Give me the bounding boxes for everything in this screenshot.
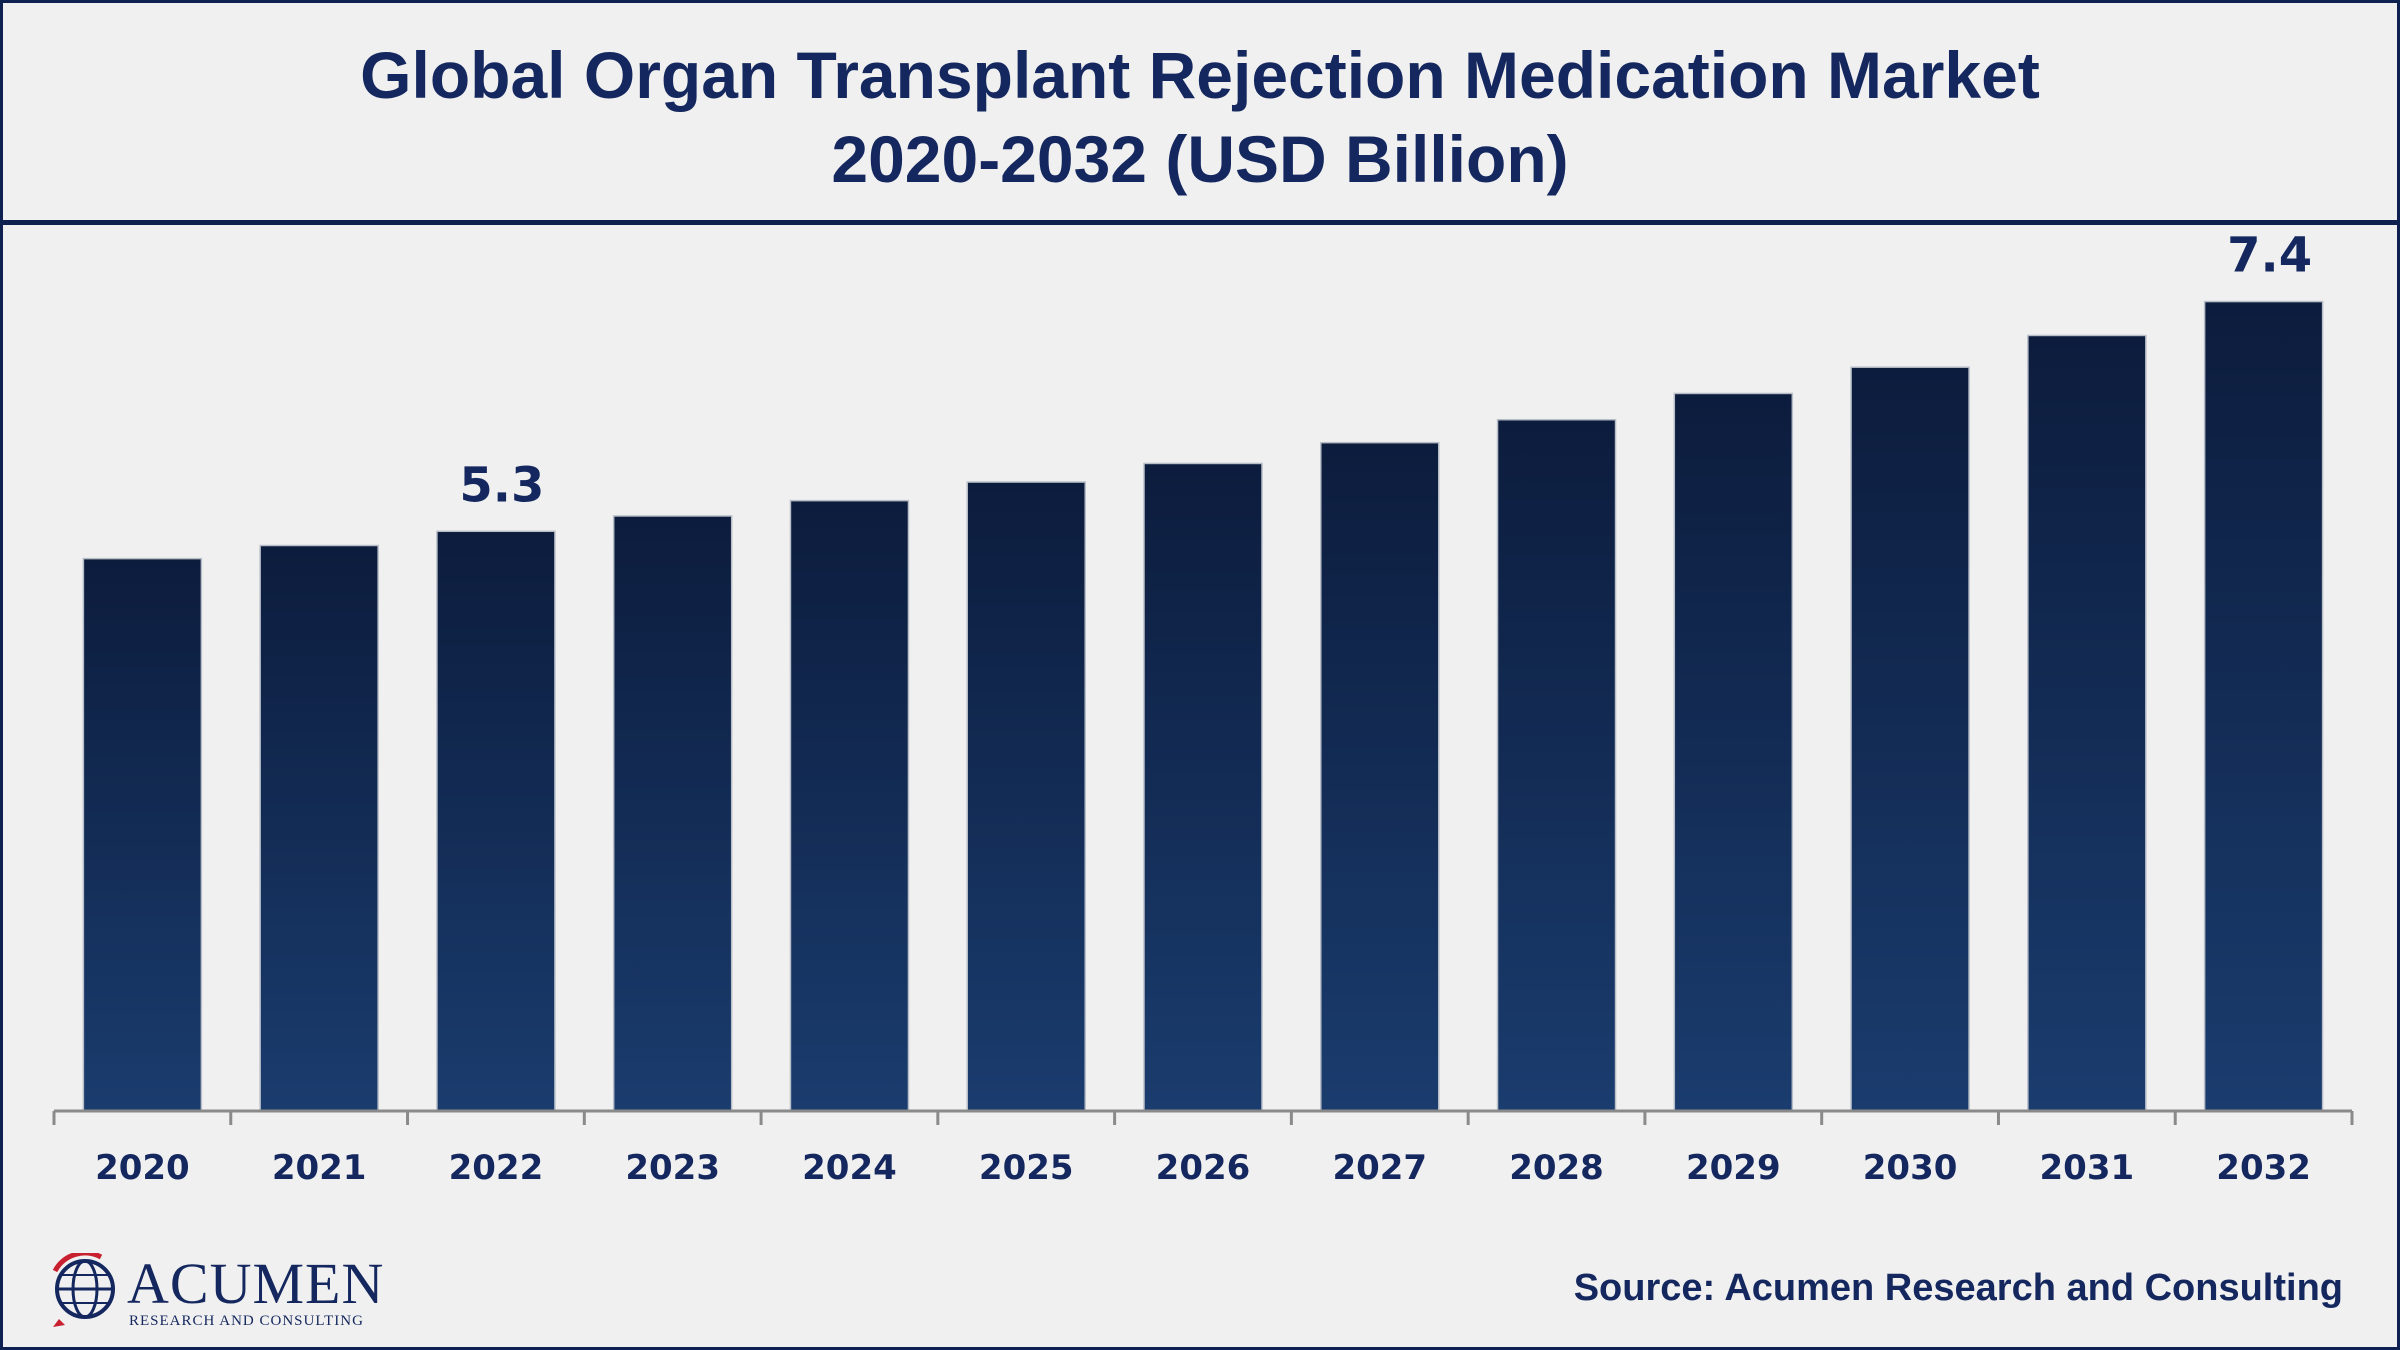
chart-title-line2: 2020-2032 (USD Billion) [831,122,1569,196]
x-tick-label-2026: 2026 [1156,1148,1251,1188]
x-tick-label-2031: 2031 [2040,1148,2135,1188]
bar-2028 [1496,418,1617,1112]
x-tick-label-2025: 2025 [979,1148,1074,1188]
x-tick-label-2028: 2028 [1509,1148,1604,1188]
x-tick-label-2021: 2021 [272,1148,367,1188]
chart-title: Global Organ Transplant Rejection Medica… [3,33,2397,201]
bar-2027 [1320,441,1440,1112]
data-label-2032: 7.4 [2227,228,2312,284]
bar-2030 [1850,366,1970,1112]
bar-2020 [82,557,203,1112]
bar-2025 [966,481,1086,1112]
bar-2024 [789,499,910,1112]
x-tick-label-2030: 2030 [1863,1148,1958,1188]
data-label-2022: 5.3 [459,457,544,513]
bar-2022 [436,530,556,1112]
chart-title-line1: Global Organ Transplant Rejection Medica… [360,38,2040,112]
x-tick-label-2029: 2029 [1686,1148,1781,1188]
x-tick-label-2022: 2022 [449,1148,544,1188]
bar-2031 [2027,334,2147,1112]
x-tick-label-2020: 2020 [95,1148,190,1188]
bar-2026 [1143,462,1263,1112]
bar-chart: 2020 2021 2022 2023 2024 2025 2026 2027 2028 2029… [52,228,2354,1188]
bar-2021 [259,544,379,1112]
x-tick-label-2032: 2032 [2216,1148,2311,1188]
x-tick-label-2027: 2027 [1332,1148,1427,1188]
source-note: Source: Acumen Research and Consulting [1573,1267,2343,1309]
logo-tagline: RESEARCH AND CONSULTING [129,1313,364,1329]
bar-2029 [1673,392,1794,1112]
globe-icon [52,1250,115,1327]
acumen-logo: ACUMEN RESEARCH AND CONSULTING [51,1250,383,1333]
bar-2023 [612,515,733,1112]
bar-2032 [2203,300,2324,1112]
title-header: Global Organ Transplant Rejection Medica… [3,3,2397,225]
x-tick-label-2024: 2024 [802,1148,897,1188]
x-tick-label-2023: 2023 [625,1148,720,1188]
logo-wordmark: ACUMEN [127,1251,385,1316]
